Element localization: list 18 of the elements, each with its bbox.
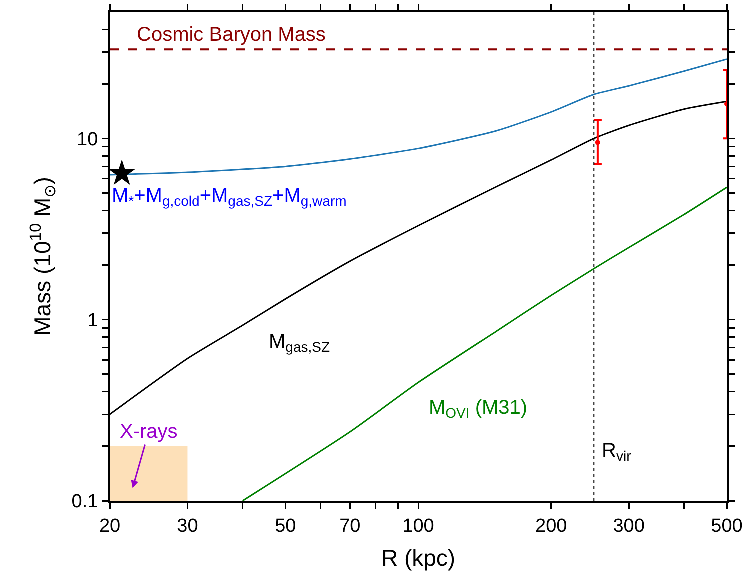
y-tick-label: 0.1	[72, 492, 98, 513]
x-axis-title: R (kpc)	[381, 544, 456, 571]
x-tick-label: 100	[402, 516, 434, 537]
x-tick-label: 20	[99, 516, 121, 537]
y-tick-label: 1	[88, 310, 98, 332]
x-tick-label: 70	[340, 516, 361, 537]
ref-line-label: Cosmic Baryon Mass	[137, 24, 326, 46]
series-label: M$_{gas,SZ}$	[269, 331, 330, 356]
y-tick-label: 10	[77, 129, 98, 150]
x-tick-label: 500	[711, 516, 743, 537]
series-label: M$_{OVI}$ (M31)	[429, 397, 528, 422]
annotation: X-rays	[120, 421, 178, 443]
ref-line-label: R$_{vir}$	[602, 440, 632, 464]
x-tick-label: 300	[613, 516, 645, 537]
x-tick-label: 30	[177, 516, 198, 537]
x-tick-label: 200	[536, 516, 568, 537]
series-label: M$_{*}$+M$_{g,cold}$+M$_{gas,SZ}$+M$_{g,warm}$	[112, 185, 347, 210]
x-tick-label: 50	[275, 516, 296, 537]
